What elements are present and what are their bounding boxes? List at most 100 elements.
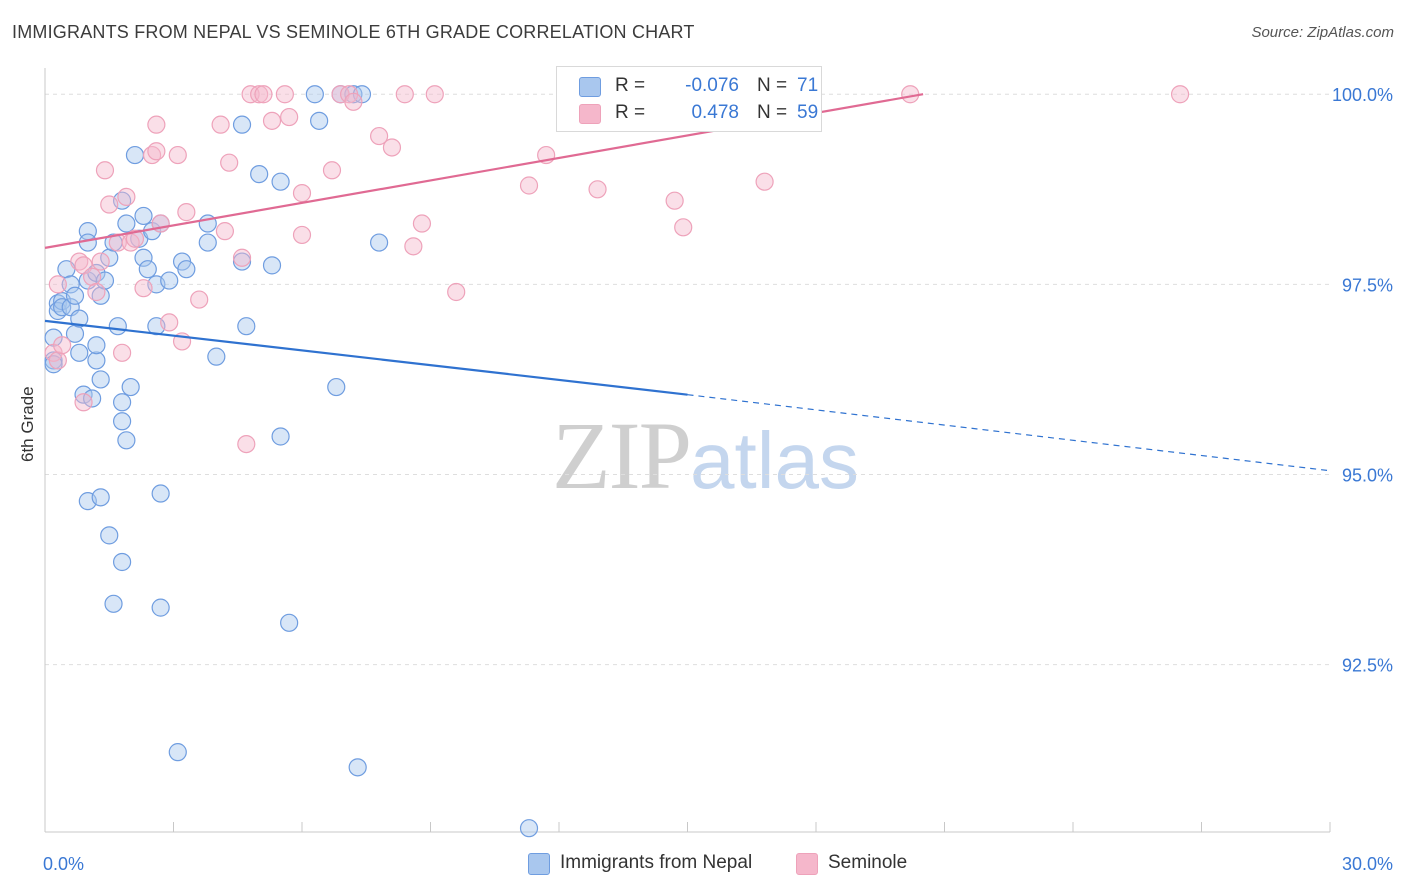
seminole-point [160, 313, 179, 332]
stats-r-value: 0.478 [691, 102, 739, 123]
seminole-point [901, 85, 920, 104]
stats-swatch-nepal [579, 77, 601, 97]
nepal-point [168, 743, 187, 762]
nepal-point [151, 484, 170, 503]
nepal-point [232, 115, 252, 134]
nepal-point [262, 256, 282, 275]
trend-layer [44, 93, 1331, 472]
nepal-point [112, 552, 132, 572]
seminole-point [1170, 85, 1190, 104]
nepal-point [44, 351, 63, 370]
nepal-point [104, 594, 123, 613]
seminole-point [147, 115, 166, 134]
seminole-point [237, 434, 256, 454]
nepal-point [151, 598, 170, 617]
seminole-point [280, 107, 299, 127]
watermark-zip: ZIP [552, 402, 692, 509]
nepal-point [121, 377, 140, 397]
nepal-point [134, 248, 153, 267]
seminole-point [95, 161, 115, 180]
seminole-point [177, 203, 196, 222]
seminole-point [262, 111, 282, 130]
y-axis-label: 6th Grade [18, 386, 37, 462]
nepal-point [91, 488, 110, 507]
stats-swatch-seminole [579, 104, 601, 124]
legend-label-nepal: Immigrants from Nepal [560, 852, 753, 873]
y-tick-label: 100.0% [1332, 85, 1393, 105]
seminole-point [190, 290, 209, 309]
nepal-point [91, 370, 110, 389]
nepal-point [87, 351, 106, 370]
seminole-point [382, 138, 402, 157]
grid-layer [45, 93, 1330, 666]
nepal-point [271, 427, 290, 446]
stats-r-label: R = [615, 102, 646, 123]
point-layer [44, 85, 1190, 838]
nepal-point [100, 526, 119, 545]
nepal-point [87, 336, 106, 355]
nepal-point [232, 252, 252, 271]
seminole-point [344, 92, 363, 111]
nepal-point [112, 393, 132, 412]
seminole-point [215, 222, 234, 241]
seminole-point [211, 115, 230, 134]
nepal-point [108, 317, 127, 336]
nepal-point [370, 233, 389, 252]
seminole-point [322, 161, 342, 180]
nepal-point [117, 214, 136, 233]
nepal-point [83, 389, 102, 408]
nepal-point [280, 613, 299, 632]
nepal-point [198, 233, 217, 252]
nepal-point [271, 172, 290, 191]
tick-label-layer: 100.0% 97.5% 95.0% 92.5% 0.0% 30.0% [43, 85, 1393, 874]
nepal-point [70, 343, 89, 362]
seminole-point [250, 85, 269, 104]
seminole-point [53, 336, 72, 355]
seminole-point [87, 282, 106, 302]
seminole-point [370, 126, 389, 146]
watermark-atlas: atlas [690, 416, 859, 505]
seminole-point [588, 180, 607, 199]
y-tick-label: 92.5% [1342, 656, 1393, 676]
seminole-point [74, 393, 93, 412]
nepal-point [310, 111, 329, 130]
stats-box: R = -0.076 N = 71 R = 0.478 N = 59 [556, 66, 822, 132]
legend-swatch-seminole [796, 853, 818, 875]
seminole-point [48, 275, 67, 294]
seminole-point [425, 85, 444, 104]
nepal-point [327, 377, 346, 397]
nepal-trend-line-extension [687, 394, 1331, 472]
seminole-point [292, 225, 312, 245]
stats-n-value: 71 [797, 75, 819, 96]
seminole-point [292, 184, 312, 203]
nepal-point [125, 145, 145, 165]
nepal-point [134, 206, 153, 226]
axis-layer [44, 68, 1331, 833]
seminole-point [447, 282, 466, 302]
nepal-point [78, 233, 97, 252]
nepal-point [74, 385, 93, 404]
seminole-point [100, 195, 119, 214]
seminole-point [48, 351, 67, 370]
seminole-point [125, 229, 145, 248]
y-tick-label: 95.0% [1342, 466, 1393, 486]
nepal-point [207, 347, 226, 366]
seminole-point [112, 343, 132, 362]
nepal-point [112, 412, 132, 431]
nepal-point [305, 85, 324, 104]
nepal-point [117, 431, 136, 450]
nepal-point [65, 286, 85, 305]
stats-n-label: N = [757, 102, 788, 123]
nepal-point [61, 275, 80, 294]
nepal-point [160, 271, 179, 290]
seminole-point [395, 85, 414, 104]
y-tick-label: 97.5% [1342, 275, 1393, 295]
seminole-point [275, 85, 294, 104]
seminole-point [412, 214, 432, 233]
seminole-point [117, 187, 136, 207]
seminole-point [220, 153, 239, 172]
nepal-point [70, 309, 89, 328]
nepal-point [250, 164, 269, 184]
nepal-point [138, 260, 157, 279]
